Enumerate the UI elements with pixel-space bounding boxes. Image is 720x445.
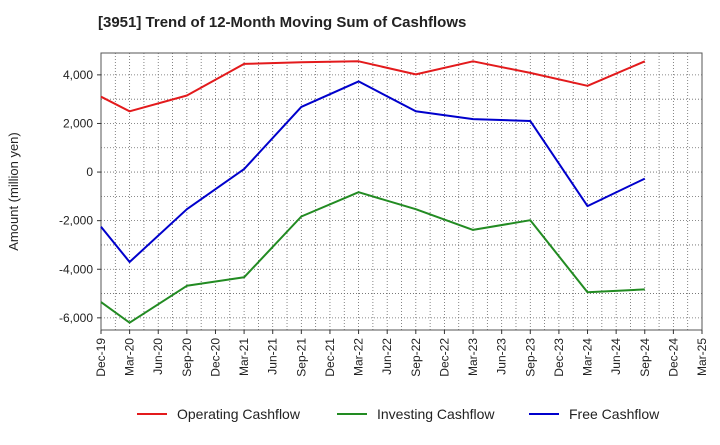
x-tick-label: Mar-23 bbox=[466, 338, 480, 376]
y-tick-label: 2,000 bbox=[63, 116, 93, 130]
x-tick-label: Mar-24 bbox=[581, 338, 595, 376]
series-line-investing-cashflow bbox=[100, 191, 645, 324]
x-tick-label: Jun-21 bbox=[266, 338, 280, 375]
y-axis-ticks: 4,000 2,000 0 -2,000 -4,000 -6,000 bbox=[59, 68, 101, 325]
y-tick-label: -4,000 bbox=[59, 262, 93, 276]
x-tick-label: Dec-24 bbox=[666, 338, 680, 377]
x-tick-label: Sep-22 bbox=[409, 338, 423, 377]
y-axis-title: Amount (million yen) bbox=[6, 132, 21, 251]
x-tick-label: Jun-22 bbox=[380, 338, 394, 375]
y-tick-label: 0 bbox=[86, 165, 93, 179]
y-tick-label: 4,000 bbox=[63, 68, 93, 82]
x-tick-label: Sep-20 bbox=[180, 338, 194, 377]
grid-layer bbox=[100, 53, 703, 330]
legend-label-free-cashflow: Free Cashflow bbox=[569, 406, 660, 422]
x-tick-label: Dec-20 bbox=[208, 338, 222, 377]
x-tick-label: Jun-23 bbox=[495, 338, 509, 375]
x-tick-label: Sep-23 bbox=[523, 338, 537, 377]
series-line-free-cashflow bbox=[100, 80, 646, 263]
x-tick-label: Dec-21 bbox=[323, 338, 337, 377]
x-tick-label: Dec-23 bbox=[552, 338, 566, 377]
legend: Operating Cashflow Investing Cashflow Free… bbox=[137, 406, 660, 422]
plot-frame bbox=[100, 52, 703, 331]
x-tick-label: Sep-21 bbox=[294, 338, 308, 377]
x-tick-label: Mar-25 bbox=[695, 338, 709, 376]
x-tick-label: Mar-22 bbox=[352, 338, 366, 376]
legend-label-operating-cashflow: Operating Cashflow bbox=[177, 406, 301, 422]
series-line-operating-cashflow bbox=[100, 60, 646, 113]
x-tick-label: Mar-20 bbox=[123, 338, 137, 376]
x-tick-label: Sep-24 bbox=[638, 338, 652, 377]
x-tick-label: Mar-21 bbox=[237, 338, 251, 376]
series-layer bbox=[100, 60, 646, 324]
legend-label-investing-cashflow: Investing Cashflow bbox=[377, 406, 495, 422]
y-tick-label: -2,000 bbox=[59, 214, 93, 228]
x-axis-ticks: Dec-19 Mar-20 Jun-20 Sep-20 Dec-20 Mar-21 Jun-… bbox=[94, 330, 709, 377]
x-tick-label: Dec-19 bbox=[94, 338, 108, 377]
chart-title: [3951] Trend of 12-Month Moving Sum of C… bbox=[98, 14, 467, 31]
x-tick-label: Jun-24 bbox=[609, 338, 623, 375]
x-tick-label: Dec-22 bbox=[437, 338, 451, 377]
y-tick-label: -6,000 bbox=[59, 311, 93, 325]
x-tick-label: Jun-20 bbox=[151, 338, 165, 375]
